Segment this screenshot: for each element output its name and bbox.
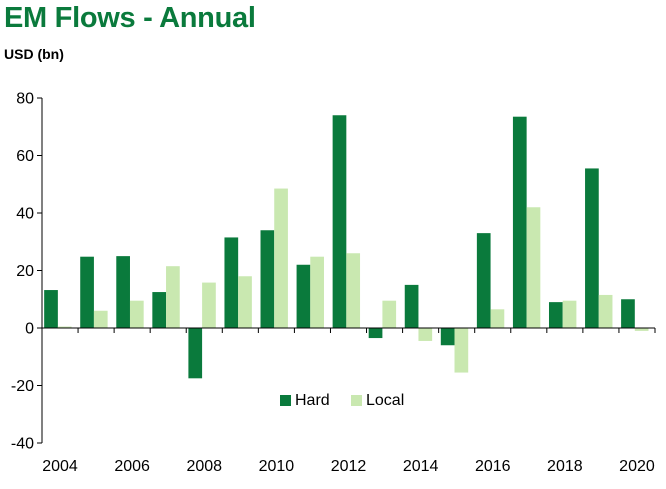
bar-local-2017: [526, 207, 541, 328]
bar-hard-2014: [404, 284, 419, 329]
legend-swatch-local: [351, 395, 362, 406]
bar-local-2009: [238, 276, 252, 328]
bar-local-2010: [274, 188, 288, 328]
y-tick-label: -40: [11, 436, 34, 453]
bar-hard-2005: [80, 256, 94, 328]
bar-local-2012: [346, 253, 361, 328]
bar-local-2006: [129, 300, 144, 328]
bar-local-2019: [598, 294, 613, 328]
bar-local-2016: [490, 309, 505, 328]
x-tick-label: 2010: [259, 458, 295, 475]
x-tick-label: 2006: [114, 458, 150, 475]
bar-hard-2011: [296, 264, 311, 328]
y-axis-unit-label: USD (bn): [4, 46, 64, 62]
x-tick-label: 2018: [547, 458, 583, 475]
x-tick-label: 2016: [475, 458, 511, 475]
bar-hard-2007: [152, 292, 167, 328]
bar-hard-2019: [585, 168, 599, 328]
x-tick-label: 2014: [403, 458, 439, 475]
legend-label-local: Local: [366, 392, 404, 409]
bar-local-2020: [634, 328, 649, 331]
bar-hard-2013: [368, 328, 383, 339]
bar-local-2005: [93, 310, 108, 328]
bar-hard-2018: [548, 302, 563, 329]
bar-hard-2008: [188, 328, 203, 379]
bar-hard-2020: [621, 299, 635, 328]
legend-swatch-hard: [280, 395, 291, 406]
chart-title: EM Flows - Annual: [4, 2, 256, 34]
bar-local-2014: [418, 328, 433, 341]
y-tick-label: -20: [11, 378, 34, 395]
legend-label-hard: Hard: [295, 392, 330, 409]
bar-hard-2017: [512, 116, 527, 328]
bar-local-2018: [562, 300, 577, 328]
x-tick-label: 2020: [619, 458, 655, 475]
y-tick-label: 60: [16, 148, 34, 165]
bar-local-2004: [57, 326, 72, 328]
y-tick-label: 40: [16, 206, 34, 223]
x-tick-label: 2004: [42, 458, 78, 475]
bar-local-2011: [310, 256, 324, 328]
bar-local-2007: [166, 266, 180, 328]
bar-local-2008: [202, 282, 216, 328]
bar-hard-2009: [224, 237, 239, 328]
bar-hard-2004: [44, 290, 58, 328]
y-tick-label: 80: [16, 91, 34, 108]
x-tick-label: 2008: [186, 458, 222, 475]
x-tick-label: 2012: [331, 458, 367, 475]
bar-hard-2006: [116, 256, 130, 329]
y-tick-label: 20: [16, 263, 34, 280]
bar-hard-2015: [440, 328, 455, 346]
bar-hard-2016: [476, 233, 491, 328]
bar-local-2015: [454, 328, 469, 373]
y-tick-label: 0: [25, 321, 34, 338]
bar-hard-2012: [332, 115, 347, 328]
bar-hard-2010: [260, 230, 275, 328]
bar-local-2013: [382, 300, 397, 328]
